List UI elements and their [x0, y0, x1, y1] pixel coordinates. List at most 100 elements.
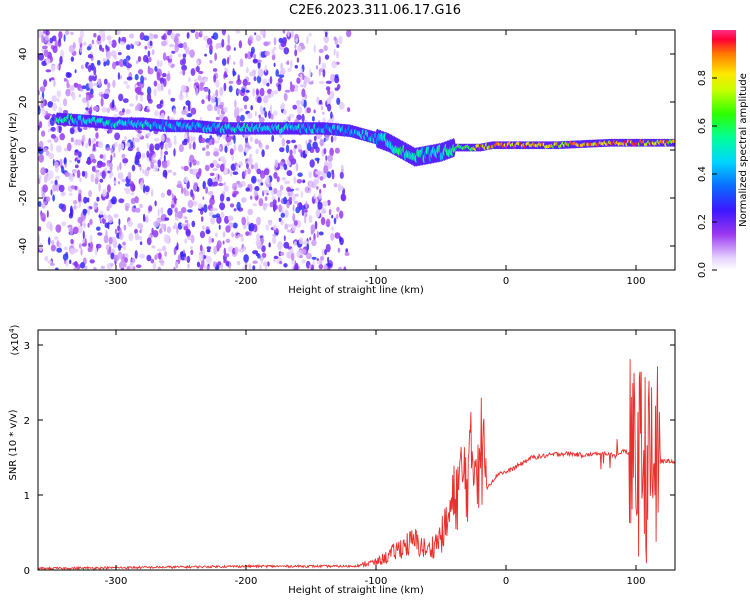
noise-speck [129, 33, 135, 39]
noise-speck [330, 135, 334, 143]
noise-speck [109, 166, 113, 171]
noise-speck [56, 247, 63, 253]
noise-speck [198, 203, 203, 209]
noise-speck [158, 60, 163, 68]
noise-speck [58, 242, 62, 249]
noise-speck [298, 149, 303, 153]
noise-speck [72, 226, 79, 235]
noise-speck [169, 44, 175, 48]
noise-speck [284, 223, 289, 230]
noise-speck [199, 244, 203, 252]
noise-speck [187, 223, 191, 229]
noise-speck [186, 255, 191, 263]
noise-speck [301, 113, 305, 123]
noise-speck [146, 86, 152, 96]
noise-speck [128, 232, 134, 242]
noise-speck [211, 35, 215, 39]
noise-speck [227, 215, 234, 222]
noise-speck [117, 172, 124, 180]
noise-speck [121, 178, 126, 183]
noise-speck [336, 206, 340, 212]
noise-speck [309, 186, 312, 194]
spectrogram-axes: -300 -200 -100 0 100 40 20 0 -20 -40 [18, 30, 675, 287]
noise-speck [335, 213, 339, 220]
noise-speck [202, 225, 205, 231]
noise-speck [294, 87, 299, 92]
noise-speck [108, 40, 113, 45]
noise-speck [296, 57, 299, 63]
noise-speck [95, 132, 99, 139]
noise-speck [111, 39, 117, 48]
noise-speck [198, 70, 204, 75]
noise-speck [200, 137, 206, 144]
noise-speck [39, 96, 43, 100]
noise-speck [260, 182, 264, 186]
noise-speck [337, 83, 341, 90]
noise-speck [322, 183, 326, 188]
noise-speck [295, 162, 299, 172]
noise-speck [145, 214, 149, 223]
noise-speck [239, 58, 244, 68]
noise-speck [217, 261, 222, 266]
noise-speck [262, 202, 267, 211]
noise-speck [170, 32, 176, 40]
noise-speck [204, 77, 208, 83]
noise-speck [151, 49, 155, 56]
snr-y-tick-label: 2 [24, 416, 30, 427]
noise-speck [236, 79, 242, 85]
noise-speck [40, 99, 45, 108]
noise-speck [168, 62, 172, 66]
noise-speck [74, 164, 79, 169]
noise-speck [160, 40, 167, 47]
noise-speck [70, 238, 74, 245]
noise-speck [230, 170, 233, 177]
noise-speck [286, 186, 291, 192]
noise-speck [222, 159, 227, 164]
noise-speck [183, 138, 189, 142]
noise-speck [108, 236, 113, 245]
noise-speck [288, 196, 292, 202]
noise-speck [330, 232, 335, 241]
noise-speck [139, 32, 145, 41]
noise-speck [259, 30, 265, 36]
noise-speck [320, 105, 324, 111]
noise-speck [70, 137, 74, 143]
noise-speck [46, 113, 52, 117]
noise-speck [178, 144, 184, 153]
noise-speck [300, 84, 304, 88]
noise-speck [193, 182, 199, 187]
noise-speck [247, 112, 253, 119]
noise-speck [203, 87, 209, 92]
noise-speck [198, 253, 204, 262]
noise-speck [333, 183, 338, 188]
noise-speck [40, 212, 46, 222]
noise-speck [240, 236, 244, 242]
noise-speck [337, 247, 341, 253]
noise-speck [55, 145, 62, 153]
noise-speck [256, 75, 262, 84]
noise-speck [172, 172, 177, 176]
spectrogram-y-tick-label: -40 [18, 238, 29, 254]
noise-speck [186, 32, 190, 39]
noise-speck [41, 34, 44, 43]
noise-speck [129, 103, 134, 107]
noise-speck [258, 198, 264, 207]
noise-speck [270, 113, 274, 120]
noise-speck [257, 96, 262, 104]
noise-speck [160, 192, 165, 198]
noise-speck [149, 143, 155, 153]
noise-speck [53, 79, 56, 87]
noise-speck [95, 172, 101, 178]
noise-speck [308, 180, 313, 187]
noise-speck [305, 200, 308, 209]
noise-speck [269, 76, 273, 85]
noise-speck [318, 55, 321, 65]
noise-speck [258, 140, 262, 148]
noise-speck [38, 153, 44, 163]
noise-speck [161, 161, 168, 169]
spectrogram-y-tick-label: 0 [18, 147, 29, 153]
noise-speck [119, 75, 123, 80]
noise-speck [263, 107, 266, 112]
noise-speck [227, 56, 230, 65]
noise-speck [212, 181, 219, 187]
